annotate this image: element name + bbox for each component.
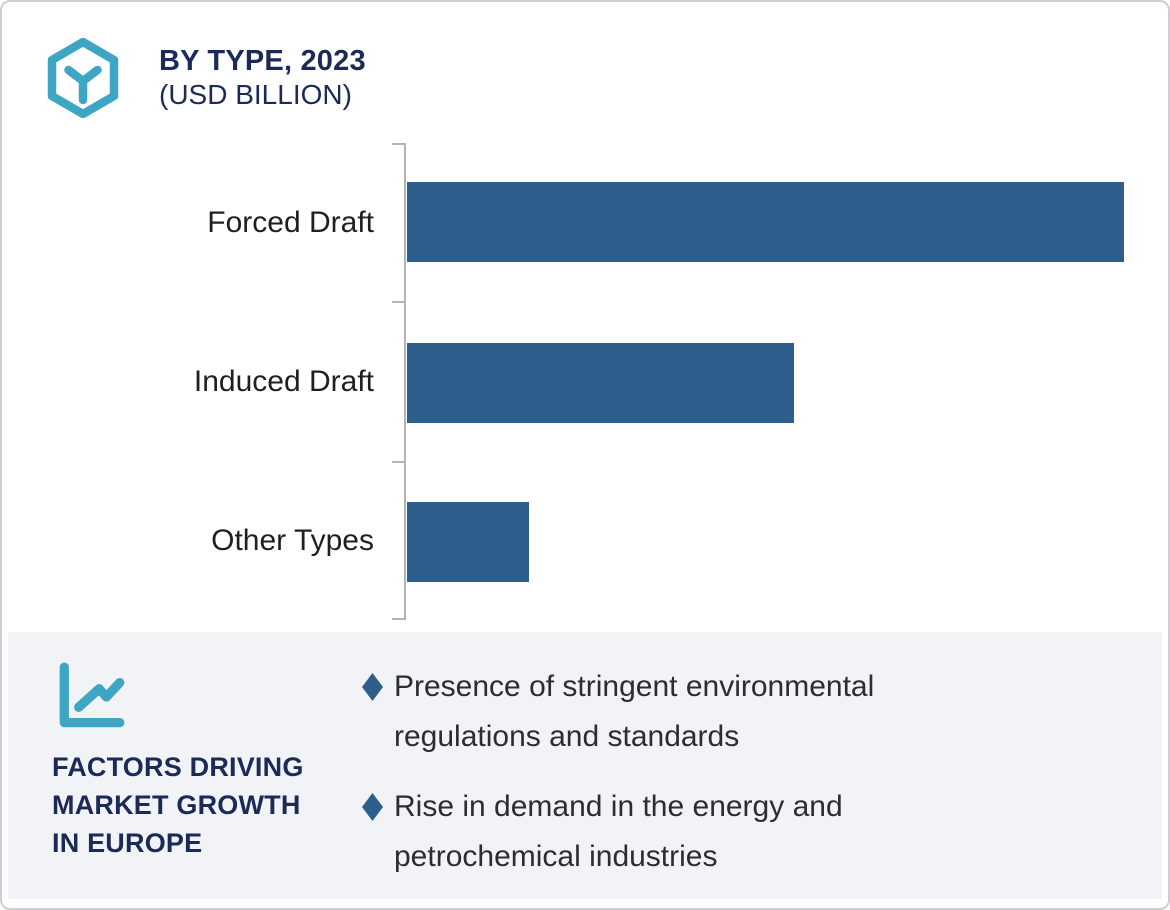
chart-title-line1: BY TYPE, 2023: [159, 45, 366, 77]
y-axis-line: [404, 143, 406, 620]
diamond-bullet-icon: [362, 793, 383, 821]
chart-title-line2: (USD BILLION): [159, 79, 352, 110]
factors-heading-line1: FACTORS DRIVING: [52, 752, 304, 782]
factors-panel: FACTORS DRIVING MARKET GROWTH IN EUROPE …: [8, 632, 1162, 899]
axis-tick: [392, 143, 405, 145]
factors-heading-line3: IN EUROPE: [52, 828, 203, 858]
bar-induced-draft: [407, 343, 794, 423]
factor-text: Presence of stringent environmental regu…: [394, 670, 875, 753]
axis-tick: [392, 461, 405, 463]
chart-title: BY TYPE, 2023 (USD BILLION): [159, 44, 366, 112]
factors-heading-line2: MARKET GROWTH: [52, 790, 301, 820]
bar-forced-draft: [407, 182, 1124, 262]
category-label-induced-draft: Induced Draft: [193, 365, 374, 398]
line-chart-icon: [59, 662, 125, 728]
factors-list: Presence of stringent environmental regu…: [362, 662, 1002, 902]
category-label-other-types: Other Types: [211, 524, 374, 557]
factor-text: Rise in demand in the energy and petroch…: [394, 790, 843, 873]
bar-other-types: [407, 502, 529, 582]
factors-heading: FACTORS DRIVING MARKET GROWTH IN EUROPE: [52, 748, 304, 862]
bar-chart: Forced Draft Induced Draft Other Types: [2, 2, 1168, 632]
diamond-bullet-icon: [362, 673, 383, 701]
category-label-forced-draft: Forced Draft: [207, 206, 374, 239]
hexagon-box-icon: [47, 38, 119, 118]
factor-item: Presence of stringent environmental regu…: [362, 662, 1002, 762]
factor-item: Rise in demand in the energy and petroch…: [362, 782, 1002, 882]
axis-tick: [392, 301, 405, 303]
axis-tick: [392, 618, 405, 620]
